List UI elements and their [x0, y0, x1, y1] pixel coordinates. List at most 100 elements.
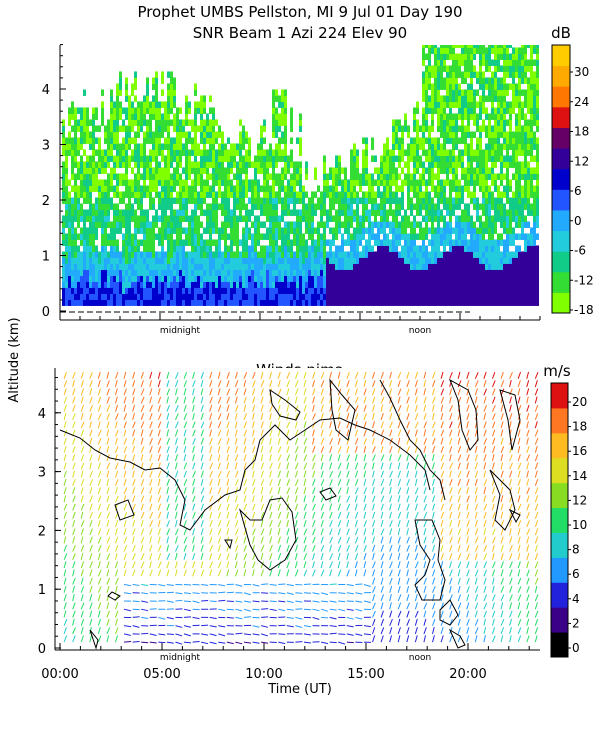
snr-cell: [416, 179, 419, 186]
snr-cell: [425, 125, 428, 132]
snr-cell: [401, 131, 404, 138]
snr-cell: [386, 221, 389, 228]
snr-cell: [362, 233, 365, 240]
snr-cell: [401, 125, 404, 132]
snr-cell: [314, 287, 317, 294]
snr-cell: [206, 293, 209, 300]
snr-cell: [446, 125, 449, 132]
snr-cell: [395, 221, 398, 228]
snr-cell: [122, 299, 125, 306]
snr-cell: [470, 221, 473, 228]
snr-cell: [74, 269, 77, 276]
wind-barb: [89, 602, 93, 610]
snr-cell: [437, 245, 440, 252]
snr-cell: [374, 251, 377, 258]
snr-cell: [485, 155, 488, 162]
snr-cell: [488, 155, 491, 162]
snr-cell: [269, 275, 272, 282]
snr-cell: [341, 287, 344, 294]
snr-cell: [338, 203, 341, 210]
snr-cell: [71, 239, 74, 246]
snr-cell: [452, 131, 455, 138]
snr-cell: [437, 233, 440, 240]
snr-cell: [200, 167, 203, 174]
snr-cell: [209, 155, 212, 162]
snr-cell: [488, 65, 491, 72]
snr-cell: [86, 239, 89, 246]
snr-cell: [347, 233, 350, 240]
snr-cell: [428, 53, 431, 60]
snr-cell: [350, 179, 353, 186]
snr-cell: [179, 263, 182, 270]
snr-cell: [242, 125, 245, 132]
snr-cell: [128, 143, 131, 150]
snr-cell: [173, 245, 176, 252]
snr-cell: [521, 149, 524, 156]
snr-cell: [392, 293, 395, 300]
snr-cell: [290, 173, 293, 180]
snr-cell: [416, 293, 419, 300]
snr-cell: [257, 203, 260, 210]
snr-cell: [455, 227, 458, 234]
snr-cell: [176, 293, 179, 300]
snr-cell: [365, 209, 368, 216]
snr-cell: [221, 281, 224, 288]
snr-cell: [389, 149, 392, 156]
snr-cell: [374, 233, 377, 240]
snr-cell: [479, 245, 482, 252]
snr-cell: [473, 293, 476, 300]
snr-cell: [530, 35, 533, 42]
snr-cell: [200, 203, 203, 210]
snr-cell: [494, 257, 497, 264]
snr-cell: [200, 137, 203, 144]
snr-cell: [455, 113, 458, 120]
snr-cell: [119, 215, 122, 222]
snr-cell: [275, 203, 278, 210]
snr-cell: [341, 221, 344, 228]
snr-cell: [446, 53, 449, 60]
snr-cell: [194, 113, 197, 120]
snr-cell: [440, 233, 443, 240]
snr-cell: [329, 281, 332, 288]
snr-cell: [296, 221, 299, 228]
snr-cell: [152, 221, 155, 228]
snr-cell: [128, 155, 131, 162]
snr-cell: [107, 119, 110, 126]
snr-cell: [257, 281, 260, 288]
snr-cell: [446, 161, 449, 168]
snr-cell: [440, 161, 443, 168]
snr-cell: [530, 59, 533, 66]
wind-barb: [89, 585, 93, 593]
snr-cell: [485, 203, 488, 210]
snr-cell: [416, 191, 419, 198]
snr-cell: [221, 155, 224, 162]
snr-cell: [224, 293, 227, 300]
snr-cell: [362, 173, 365, 180]
snr-cell: [386, 257, 389, 264]
snr-cell: [92, 179, 95, 186]
snr-cell: [170, 101, 173, 108]
snr-cell: [428, 143, 431, 150]
snr-cell: [428, 137, 431, 144]
snr-cell: [506, 35, 509, 42]
snr-cell: [401, 215, 404, 222]
snr-cell: [125, 251, 128, 258]
snr-cell: [149, 227, 152, 234]
snr-cell: [503, 299, 506, 306]
snr-cell: [485, 263, 488, 270]
snr-cell: [158, 233, 161, 240]
snr-cell: [515, 113, 518, 120]
snr-cell: [395, 257, 398, 264]
snr-cell: [314, 245, 317, 252]
snr-cell: [518, 53, 521, 60]
snr-cell: [155, 179, 158, 186]
snr-cell: [233, 263, 236, 270]
snr-cell: [485, 185, 488, 192]
snr-cell: [80, 155, 83, 162]
snr-cell: [431, 47, 434, 54]
snr-cell: [467, 281, 470, 288]
snr-cell: [374, 155, 377, 162]
snr-cell: [122, 161, 125, 168]
snr-cell: [92, 215, 95, 222]
snr-cell: [464, 179, 467, 186]
